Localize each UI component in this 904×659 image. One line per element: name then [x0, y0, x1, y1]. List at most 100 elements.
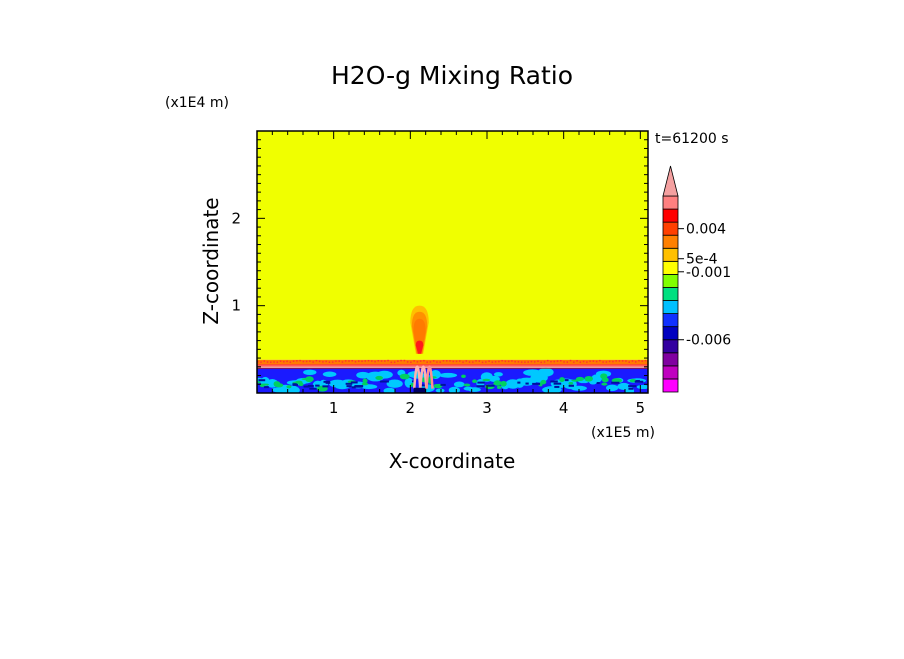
green-patch	[257, 381, 261, 384]
green-patch	[461, 374, 466, 378]
x-tick-label: 5	[636, 399, 646, 417]
band-speckle	[296, 360, 298, 362]
band-speckle	[374, 360, 376, 363]
band-speckle	[615, 360, 617, 362]
band-speckle	[511, 360, 513, 362]
colorbar-arrow	[662, 165, 679, 197]
dark-cell	[258, 379, 266, 382]
band-speckle	[299, 359, 301, 362]
band-speckle	[292, 360, 295, 363]
band-speckle	[582, 360, 585, 363]
cyan-patch	[280, 385, 300, 393]
green-patch	[361, 382, 369, 386]
band-speckle	[638, 359, 640, 362]
band-speckle	[628, 361, 630, 363]
cyan-patch	[538, 367, 554, 377]
colorbar-label: 5e-4	[686, 252, 718, 268]
dark-cell	[309, 387, 317, 390]
dark-cell	[596, 382, 600, 385]
dark-cell	[476, 385, 485, 388]
cyan-patch	[606, 384, 619, 392]
y-tick-label: 1	[231, 297, 241, 315]
band-speckle	[390, 361, 393, 364]
dark-cell	[322, 385, 329, 388]
band-speckle	[315, 359, 318, 362]
band-speckle	[524, 361, 526, 363]
green-patch	[568, 381, 574, 385]
band-speckle	[318, 360, 321, 363]
band-speckle	[586, 361, 588, 363]
dark-cell	[264, 386, 269, 389]
dark-cell	[611, 381, 620, 384]
band-speckle	[380, 360, 383, 362]
band-speckle	[266, 361, 269, 363]
band-speckle	[556, 360, 559, 362]
band-speckle	[605, 361, 608, 363]
dark-cell	[351, 386, 356, 389]
band-speckle	[371, 360, 373, 362]
band-speckle	[599, 359, 601, 362]
band-speckle	[543, 361, 546, 363]
band-speckle	[641, 360, 643, 362]
green-patch	[500, 380, 507, 387]
colorbar-segment	[662, 195, 679, 210]
band-speckle	[533, 361, 536, 363]
colorbar-label: -0.006	[686, 333, 731, 349]
cyan-patch	[383, 387, 396, 393]
band-speckle	[426, 361, 428, 363]
green-patch	[399, 373, 410, 380]
band-speckle	[589, 360, 591, 363]
band-speckle	[537, 360, 539, 363]
band-speckle	[602, 361, 604, 363]
plume-base	[413, 387, 426, 393]
colorbar-segment	[662, 273, 679, 288]
band-speckle	[400, 359, 402, 362]
dark-cell	[315, 384, 320, 387]
band-speckle	[322, 361, 324, 363]
band-speckle	[576, 360, 578, 362]
band-speckle	[507, 360, 510, 363]
band-speckle	[573, 361, 575, 363]
band-speckle	[462, 361, 464, 363]
x-tick-labels: 1 2 3 4 5	[329, 399, 645, 417]
band-speckle	[283, 360, 285, 363]
x-scale-label: (x1E5 m)	[591, 425, 655, 441]
band-speckle	[520, 361, 523, 363]
band-speckle	[488, 360, 490, 362]
band-speckle	[439, 361, 441, 363]
band-speckle	[312, 361, 314, 363]
dark-cell	[568, 384, 574, 387]
band-speckle	[631, 360, 634, 362]
band-speckle	[563, 361, 565, 363]
band-speckle	[410, 361, 412, 363]
cyan-patch	[360, 384, 378, 390]
band-speckle	[344, 360, 347, 362]
band-speckle	[625, 360, 627, 362]
band-speckle	[442, 360, 445, 362]
colorbar-segment	[662, 352, 679, 367]
band-speckle	[413, 360, 415, 362]
band-speckle	[595, 360, 598, 363]
green-patch	[559, 377, 565, 383]
green-patch	[375, 375, 383, 380]
band-speckle	[305, 360, 308, 363]
band-speckle	[416, 361, 419, 363]
band-speckle	[475, 360, 477, 362]
dark-cell	[635, 379, 640, 382]
cyan-patch	[493, 372, 503, 377]
cyan-patch	[453, 381, 465, 388]
band-speckle	[367, 359, 370, 362]
band-speckle	[325, 360, 327, 363]
band-speckle	[309, 360, 311, 362]
x-tick-label: 2	[406, 399, 416, 417]
band-speckle	[279, 360, 282, 363]
dark-cell	[345, 382, 353, 385]
cyan-patch	[468, 387, 481, 392]
band-speckle	[270, 361, 272, 363]
band-speckle	[540, 361, 542, 364]
dark-cell	[517, 381, 521, 384]
dark-cell	[418, 384, 427, 387]
green-patch	[275, 383, 284, 388]
time-label: t=61200 s	[655, 131, 729, 147]
